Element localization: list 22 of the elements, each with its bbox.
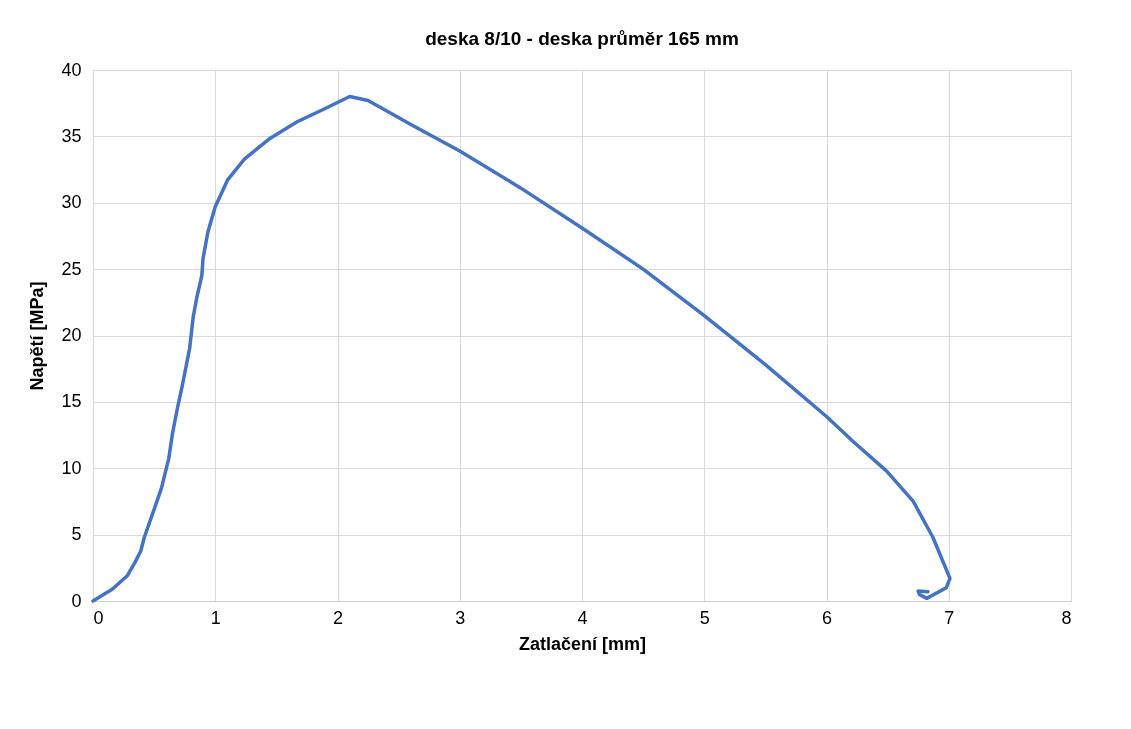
y-tick-label: 35 (61, 125, 82, 146)
y-tick-label: 5 (71, 524, 82, 545)
x-tick-label: 8 (1061, 607, 1072, 628)
x-tick-label: 0 (93, 607, 104, 628)
line-series (91, 94, 952, 603)
x-tick-label: 1 (210, 607, 221, 628)
chart-title: deska 8/10 - deska průměr 165 mm (425, 28, 739, 49)
y-tick-label: 20 (61, 325, 82, 345)
x-tick-label: 6 (821, 607, 833, 628)
x-tick-label: 3 (455, 607, 466, 628)
y-tick-label: 30 (61, 192, 82, 213)
y-tick-label: 0 (71, 590, 82, 611)
y-tick-label: 15 (61, 391, 82, 412)
y-tick-label: 40 (61, 59, 82, 80)
x-axis-title: Zatlačení [mm] (518, 633, 647, 654)
x-tick-label: 5 (699, 607, 710, 628)
y-tick-label: 25 (61, 258, 82, 279)
y-axis-title: Napětí [MPa] (27, 281, 48, 391)
x-tick-label: 2 (332, 607, 344, 628)
y-tick-label: 10 (61, 457, 82, 478)
x-tick-label: 4 (577, 607, 588, 628)
x-tick-label: 7 (944, 607, 955, 628)
